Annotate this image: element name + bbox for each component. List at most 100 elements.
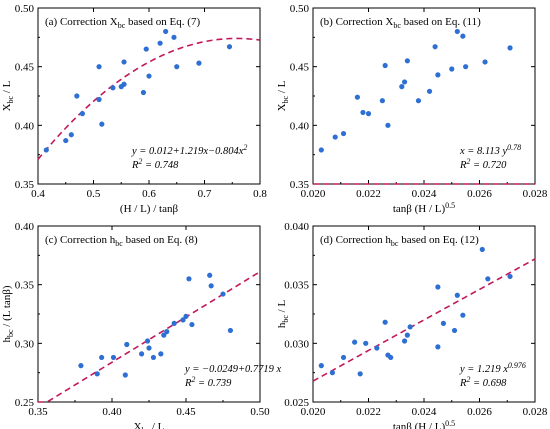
x-tick-label: 0.024: [412, 406, 437, 418]
data-point: [158, 351, 164, 357]
data-point: [99, 121, 105, 127]
data-point: [401, 338, 408, 344]
data-point: [404, 58, 410, 64]
data-point: [352, 339, 358, 345]
plot-frame: [37, 225, 261, 403]
x-tick-label: 0.8: [253, 188, 267, 200]
data-point: [144, 338, 151, 344]
data-point: [68, 132, 74, 138]
x-tick-label: 0.028: [523, 406, 548, 418]
x-tick-label: 0.35: [28, 406, 48, 418]
fit-annotation: R2 = 0.698: [459, 375, 507, 389]
data-point: [318, 363, 324, 369]
data-point: [374, 345, 380, 351]
data-point: [122, 372, 128, 378]
data-point: [454, 28, 460, 35]
y-tick-label: 0.40: [15, 120, 35, 132]
fit-annotation: R2 = 0.720: [459, 157, 507, 171]
data-point: [164, 329, 170, 335]
panel-title: (b) Correction Xbc based on Eq. (11): [320, 16, 481, 30]
data-point: [382, 319, 388, 325]
y-axis-label: hbc / L: [276, 300, 290, 329]
data-point: [432, 44, 438, 50]
plot-frame: [312, 225, 536, 403]
data-point: [360, 109, 366, 116]
x-tick-label: 0.45: [176, 406, 196, 418]
data-point: [357, 371, 363, 377]
chart-panel-4: 0.020 0.022 0.024 0.026 0.028 0.025 0.030 0.035…: [276, 221, 548, 429]
y-tick-label: 0.45: [15, 62, 35, 74]
data-point: [96, 64, 102, 70]
data-point: [507, 45, 513, 51]
y-tick-label: 0.40: [290, 120, 310, 132]
data-point: [163, 28, 169, 35]
data-point: [183, 313, 189, 319]
data-point: [365, 111, 372, 117]
data-point: [454, 292, 460, 298]
data-point: [220, 291, 226, 297]
data-point: [161, 332, 167, 338]
data-point: [415, 98, 422, 104]
data-point: [110, 85, 116, 91]
data-point: [143, 46, 149, 52]
data-point: [485, 276, 491, 282]
x-axis-label: Xbc / L: [134, 421, 165, 429]
data-point: [435, 344, 441, 350]
y-tick-label: 0.25: [15, 397, 35, 409]
data-point: [226, 44, 233, 50]
y-tick-label: 0.35: [15, 179, 35, 191]
panel-title: (a) Correction Xbc based on Eq. (7): [45, 16, 200, 30]
data-point: [79, 111, 85, 117]
fit-annotation: R2 = 0.748: [131, 157, 179, 171]
y-axis-label: Xbc / L: [1, 80, 15, 111]
chart-panel-3: 0.35 0.40 0.45 0.50 0.25 0.30 0.35 0.40 Xbc / L h…: [1, 221, 282, 429]
y-tick-label: 0.45: [290, 62, 310, 74]
data-point: [171, 34, 177, 40]
data-point: [440, 320, 447, 326]
plot-frame: [312, 7, 536, 185]
data-point: [426, 88, 433, 94]
data-point: [318, 147, 324, 153]
data-point: [382, 62, 388, 69]
x-tick-label: 0.50: [250, 406, 270, 418]
fit-annotation: y = −0.0249+0.7719 x: [184, 364, 282, 375]
x-tick-label: 0.5: [87, 188, 101, 200]
data-point: [460, 33, 466, 39]
data-point: [463, 64, 469, 70]
y-tick-label: 0.035: [284, 280, 309, 292]
data-point: [157, 40, 163, 46]
data-point: [146, 345, 152, 351]
data-point: [121, 81, 127, 87]
data-point: [449, 66, 455, 72]
data-point: [340, 130, 347, 137]
y-tick-label: 0.35: [290, 179, 310, 191]
fit-annotation: y = 1.219 x0.976: [459, 361, 526, 375]
data-point: [180, 317, 186, 323]
x-axis-label: (H / L) / tanβ: [120, 203, 179, 215]
x-axis-label: tanβ (H / L)0.5: [393, 201, 455, 215]
x-axis-label: tanβ (H / L)0.5: [393, 419, 455, 429]
y-tick-label: 0.030: [284, 338, 309, 350]
data-point: [99, 354, 105, 361]
y-tick-label: 0.40: [15, 221, 35, 233]
chart-panel-1: 0.4 0.5 0.6 0.7 0.8 0.35 0.40 0.45 0.50 (H / L) /…: [1, 3, 267, 215]
data-point: [460, 312, 466, 318]
y-axis-label: hbc / (L tanβ): [1, 285, 15, 342]
data-point: [208, 283, 214, 289]
data-point: [379, 98, 385, 104]
data-point: [385, 122, 391, 128]
data-point: [435, 284, 441, 290]
fit-annotation: x = 8.113 y0.78: [459, 143, 521, 157]
data-point: [507, 273, 513, 280]
x-tick-label: 0.028: [523, 188, 548, 200]
data-point: [363, 340, 369, 346]
y-tick-label: 0.040: [284, 221, 309, 233]
data-point: [388, 354, 394, 361]
data-point: [207, 272, 213, 278]
chart-panel-2: 0.020 0.022 0.024 0.026 0.028 0.35 0.40 0.45 0.5…: [276, 3, 548, 215]
x-tick-label: 0.022: [356, 188, 381, 200]
data-point: [63, 137, 69, 144]
x-tick-label: 0.4: [31, 188, 45, 200]
x-tick-label: 0.024: [412, 188, 437, 200]
